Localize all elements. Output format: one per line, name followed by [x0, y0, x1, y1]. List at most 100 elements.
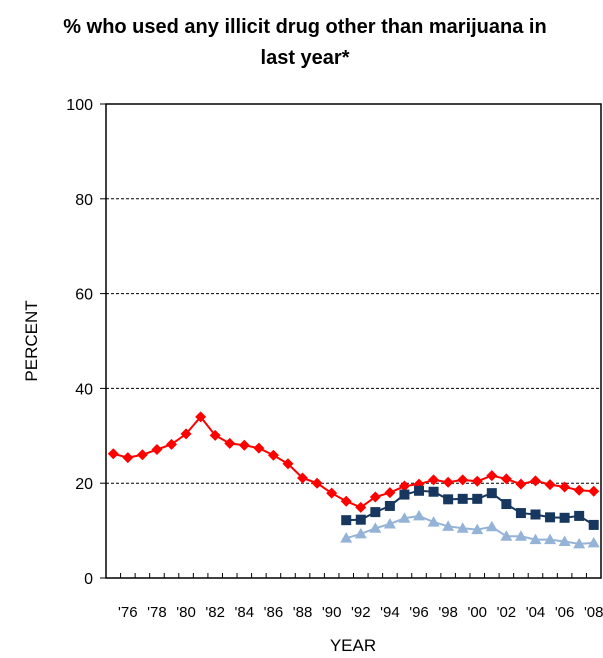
x-tick-label: '90 — [322, 604, 342, 621]
data-point — [166, 438, 178, 450]
data-point — [529, 475, 541, 487]
y-tick-label: 60 — [75, 287, 93, 304]
data-point — [515, 478, 527, 490]
data-point — [383, 517, 396, 529]
plot-frame — [105, 103, 602, 579]
series-layer — [107, 411, 600, 549]
x-tick-label: '84 — [235, 604, 255, 621]
data-point — [587, 536, 600, 548]
x-axis-ticks: '76 '78 '80 '82 '84 '86 '88 '90 '92 '94 '96 '98 '00 '… — [105, 573, 603, 621]
data-point — [500, 473, 512, 485]
data-point — [573, 537, 586, 549]
y-tick-label: 20 — [75, 476, 93, 493]
data-point — [530, 509, 541, 520]
data-point — [456, 522, 469, 533]
data-point — [136, 449, 148, 461]
data-point — [515, 508, 526, 519]
data-point — [195, 411, 207, 423]
data-point — [209, 429, 221, 441]
data-point — [544, 479, 556, 491]
data-point — [427, 516, 440, 527]
x-tick-label: '92 — [351, 604, 371, 621]
x-tick-label: '78 — [147, 604, 167, 621]
data-point — [501, 499, 512, 510]
data-point — [267, 449, 279, 461]
data-point — [341, 515, 352, 526]
series-line — [346, 489, 595, 526]
series-line — [345, 514, 594, 545]
x-tick-label: '02 — [497, 604, 517, 621]
y-tick-label: 40 — [75, 381, 93, 398]
data-point — [413, 509, 426, 521]
data-point — [151, 444, 163, 456]
data-point — [414, 485, 425, 496]
data-point — [355, 501, 367, 513]
y-tick-label: 100 — [66, 97, 93, 114]
data-point — [326, 487, 338, 499]
data-point — [471, 523, 484, 535]
y-axis-title: PERCENT — [22, 300, 41, 381]
data-point — [253, 442, 265, 454]
data-point — [370, 507, 381, 518]
data-point — [545, 512, 556, 523]
data-point — [398, 480, 410, 492]
series-diamond — [107, 411, 600, 513]
chart-title: % who used any illicit drug other than m… — [63, 16, 547, 69]
y-tick-label: 80 — [75, 192, 93, 209]
data-point — [471, 475, 483, 487]
data-point — [588, 519, 599, 530]
data-point — [443, 494, 454, 505]
data-point — [398, 512, 411, 523]
data-point — [282, 458, 294, 470]
series-line — [113, 415, 594, 509]
x-tick-label: '88 — [293, 604, 313, 621]
data-point — [428, 486, 439, 497]
data-point — [224, 437, 236, 449]
x-tick-label: '98 — [438, 604, 458, 621]
data-point — [355, 514, 366, 525]
x-tick-label: '00 — [467, 604, 487, 621]
x-tick-label: '08 — [584, 604, 603, 621]
data-point — [442, 476, 454, 488]
data-point — [354, 527, 367, 539]
data-point — [180, 428, 192, 440]
series-square — [341, 485, 599, 530]
data-point — [558, 535, 571, 547]
data-point — [574, 510, 585, 521]
data-point — [340, 532, 353, 543]
data-point — [588, 485, 600, 497]
series-triangle — [340, 509, 600, 549]
data-point — [122, 452, 134, 464]
data-point — [428, 474, 440, 486]
data-point — [544, 533, 557, 545]
data-point — [559, 481, 571, 493]
x-tick-label: '82 — [205, 604, 225, 621]
gridlines — [106, 198, 601, 484]
x-tick-label: '80 — [176, 604, 196, 621]
data-point — [384, 487, 396, 499]
data-point — [442, 520, 455, 531]
data-point — [472, 493, 483, 504]
data-point — [559, 512, 570, 523]
data-point — [238, 439, 250, 451]
data-point — [369, 522, 382, 533]
y-axis-ticks: 0 20 40 60 80 100 — [66, 97, 106, 588]
data-point — [485, 520, 498, 532]
data-point — [486, 488, 497, 499]
data-point — [340, 495, 352, 507]
x-tick-label: '96 — [409, 604, 429, 621]
y-tick-label: 0 — [84, 571, 93, 588]
x-tick-label: '76 — [118, 604, 138, 621]
data-point — [311, 477, 323, 489]
data-point — [297, 472, 309, 484]
data-point — [529, 533, 542, 545]
data-point — [399, 489, 410, 500]
data-point — [500, 530, 513, 541]
data-point — [457, 474, 469, 486]
data-point — [486, 470, 498, 482]
x-axis-title: YEAR — [330, 636, 376, 655]
data-point — [369, 491, 381, 503]
data-point — [384, 500, 395, 511]
x-tick-label: '94 — [380, 604, 400, 621]
